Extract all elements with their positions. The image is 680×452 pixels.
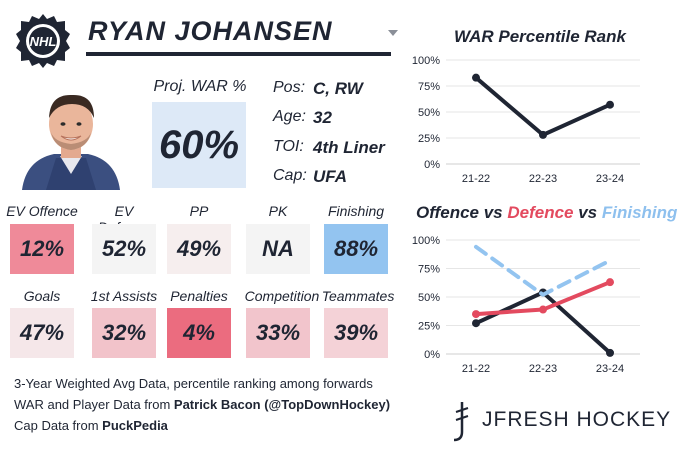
footer-cap-source-prefix: Cap Data from [14,418,103,433]
war-chart-point [539,130,547,139]
nhl-logo: NHL [16,14,70,68]
ovd-chart-point [472,319,480,328]
info-label-toi: TOI: [273,138,304,155]
ovd-chart-y-tick: 50% [418,292,440,304]
stat-label-teammates: Teammates [321,288,395,304]
info-label-cap: Cap: [273,167,307,184]
ovd-chart-point [606,278,614,287]
ovd-chart-x-tick: 22-23 [529,363,557,375]
stat-tile-ev-defence: 52% [92,224,156,274]
ovd-chart-x-tick: 23-24 [596,363,624,375]
war-percentile-chart: 0% 25% 50% 75% 100% 21-22 22-23 23-24 [412,55,640,185]
stat-label-pk: PK [268,203,288,219]
ovd-chart-y-tick: 75% [418,264,440,276]
ovd-chart-y-tick: 25% [418,321,440,333]
player-headshot [16,82,126,190]
stat-label-competition: Competition [244,288,320,304]
stat-tile-pp: 49% [167,224,231,274]
ovd-title-finishing: Finishing [601,203,678,222]
offence-defence-finishing-chart: 0% 25% 50% 75% 100% 21-22 22-23 23-24 [412,235,640,375]
stat-tile-pk: NA [246,224,310,274]
stat-label-ev-offence: EV Offence [6,203,78,219]
info-value-pos: C, RW [313,79,363,98]
info-value-toi: 4th Liner [313,138,385,157]
war-chart-y-tick: 75% [418,81,440,93]
footer-war-source-name: Patrick Bacon (@TopDownHockey) [173,397,391,412]
ovd-title-vs-1: vs [479,203,508,222]
chevron-down-icon[interactable] [388,30,398,36]
ovd-chart-point [472,310,480,319]
ovd-chart-point [606,348,614,357]
info-label-pos: Pos: [273,79,306,96]
brand-name: JFRESH HOCKEY [482,408,672,431]
footer-war-source-prefix: WAR and Player Data from [14,397,174,412]
war-chart-point [606,100,614,109]
stat-tile-teammates: 39% [324,308,388,358]
ovd-title-offence: Offence [416,203,479,222]
jfresh-logo-icon [453,402,469,442]
stat-label-first-assists: 1st Assists [90,288,158,304]
stat-tile-ev-offence: 12% [10,224,74,274]
stat-label-penalties: Penalties [170,288,228,304]
ovd-chart-y-tick: 100% [412,235,440,247]
ovd-title-defence: Defence [507,203,574,222]
ovd-chart-point [539,305,547,314]
info-label-age: Age: [273,108,306,125]
stat-label-finishing: Finishing [327,203,385,219]
player-name: RYAN JOHANSEN [88,16,333,46]
stat-tile-competition: 33% [246,308,310,358]
footer-cap-source-name: PuckPedia [102,418,168,433]
war-chart-y-tick: 100% [412,55,440,67]
war-chart-x-tick: 22-23 [529,173,557,185]
stat-tile-first-assists: 32% [92,308,156,358]
stat-label-pp: PP [189,203,209,219]
war-chart-x-tick: 21-22 [462,173,490,185]
ovd-chart-series-line-finishing [474,244,612,297]
war-chart-y-tick: 50% [418,107,440,119]
name-underline [86,52,391,56]
info-value-cap: UFA [313,167,347,186]
info-value-age: 32 [313,108,332,127]
svg-text:NHL: NHL [30,34,57,49]
war-chart-y-tick: 0% [424,159,440,171]
stat-tile-goals: 47% [10,308,74,358]
war-chart-point [472,73,480,82]
ovd-chart-series-line-offence [474,290,612,355]
proj-war-value: 60% [152,102,246,188]
ovd-chart-title: Offence vs Defence vs Finishing [416,203,677,223]
proj-war-label: Proj. WAR % [153,78,247,95]
stat-label-goals: Goals [23,288,61,304]
ovd-chart-x-tick: 21-22 [462,363,490,375]
ovd-title-vs-2: vs [573,203,602,222]
ovd-chart-y-tick: 0% [424,349,440,361]
stat-tile-finishing: 88% [324,224,388,274]
footer-war-source: WAR and Player Data from Patrick Bacon (… [14,397,390,412]
footer-cap-source: Cap Data from PuckPedia [14,418,168,433]
war-chart-y-tick: 25% [418,133,440,145]
footer-note: 3-Year Weighted Avg Data, percentile ran… [14,376,373,391]
war-chart-title: WAR Percentile Rank [454,27,626,46]
stat-tile-penalties: 4% [167,308,231,358]
war-chart-x-tick: 23-24 [596,173,624,185]
